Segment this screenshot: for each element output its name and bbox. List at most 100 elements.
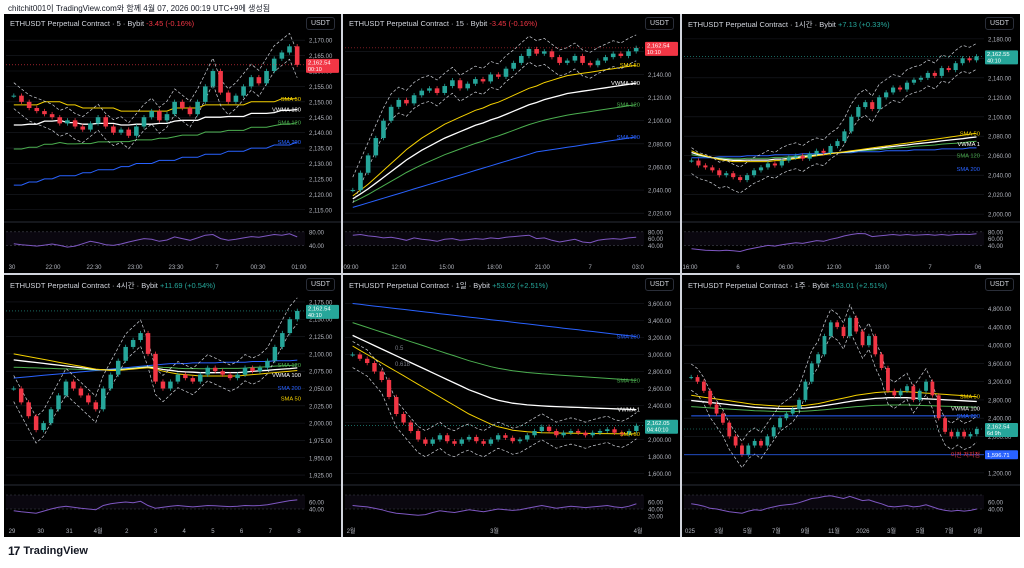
candle <box>372 363 377 372</box>
candle <box>48 409 54 424</box>
candle <box>396 99 402 107</box>
y-tick-label: 2,000.00 <box>648 438 672 444</box>
rsi-line <box>691 232 977 253</box>
candle <box>250 367 255 372</box>
price-badge <box>306 58 339 73</box>
price-badge <box>645 41 678 56</box>
candle <box>123 346 128 361</box>
candle <box>968 434 973 437</box>
candle <box>164 114 170 121</box>
candle <box>835 322 840 327</box>
candle <box>415 431 421 440</box>
candle <box>434 88 440 93</box>
chart-1d[interactable]: 3,600.00 3,400.00 3,200.00 3,000.00 2,800.00… <box>343 275 680 537</box>
candle <box>854 317 859 332</box>
panel-1d[interactable]: 3,600.00 3,400.00 3,200.00 3,000.00 2,800.00… <box>343 275 680 537</box>
candle <box>95 117 101 124</box>
candle <box>525 435 530 440</box>
candle <box>879 354 884 368</box>
tradingview-logo[interactable]: 17 TradingView <box>8 544 88 558</box>
price-badge-value: 2,162.54 <box>647 43 670 49</box>
band-line <box>13 58 298 150</box>
rsi-tick-label: 40.00 <box>648 508 664 514</box>
currency-button[interactable]: USDT <box>305 278 335 291</box>
candle <box>26 402 31 417</box>
candle <box>597 431 603 433</box>
x-tick-label: 5 <box>211 529 215 535</box>
y-tick-label: 2,000.00 <box>309 422 333 428</box>
currency-button[interactable]: USDT <box>305 17 335 30</box>
candle <box>936 395 941 419</box>
panel-1h[interactable]: 2,180.002,160.002,140.002,120.002,100.00… <box>682 14 1020 273</box>
chart-1h[interactable]: 2,180.002,160.002,140.002,120.002,100.00… <box>682 14 1020 273</box>
candle <box>386 380 392 397</box>
y-tick-label: 1,975.00 <box>309 439 333 445</box>
panel-15m[interactable]: 2,160.002,140.002,120.002,100.002,080.00… <box>343 14 680 273</box>
chart-1w[interactable]: 4,800.00 4,400.00 4,000.00 3,600.00 3,200.00… <box>682 275 1020 537</box>
y-tick-label: 2,060.00 <box>648 165 672 171</box>
x-tick-label: 22:00 <box>45 265 61 271</box>
y-tick-label: 2,060.00 <box>988 154 1012 160</box>
candle <box>408 422 414 431</box>
band-line <box>352 367 637 458</box>
panel-1w[interactable]: 4,800.00 4,400.00 4,000.00 3,600.00 3,200.00… <box>682 275 1020 537</box>
candle <box>701 381 706 391</box>
x-tick-label: 4월 <box>634 527 643 535</box>
price-badge <box>985 423 1018 438</box>
candle <box>619 432 624 435</box>
y-tick-label: 2,150.00 <box>309 100 333 106</box>
currency-button[interactable]: USDT <box>984 17 1014 30</box>
price-badge-value: 2,162.54 <box>987 425 1010 431</box>
candle <box>939 68 944 76</box>
candle <box>233 95 239 102</box>
x-tick-label: 03:0 <box>632 265 644 271</box>
x-tick-label: 21:00 <box>535 265 551 271</box>
y-tick-label: 2,020.00 <box>648 212 672 218</box>
panel-5m[interactable]: 2,170.002,165.002,160.002,155.002,150.00… <box>4 14 341 273</box>
panel-4h[interactable]: 2,175.00 2,150.00 2,125.00 2,100.00 2,075.00… <box>4 275 341 537</box>
candle <box>786 157 791 161</box>
rsi-line <box>352 233 637 244</box>
x-tick-label: 4 <box>183 529 187 535</box>
candle <box>580 55 585 63</box>
y-tick-label: 2,120.00 <box>309 193 333 199</box>
candle <box>689 160 694 162</box>
candle <box>835 141 840 146</box>
candle <box>63 381 69 396</box>
candle <box>33 416 39 431</box>
candle <box>195 101 200 115</box>
rsi-tick-label: 60.00 <box>648 501 664 507</box>
candle <box>466 436 472 440</box>
currency-button[interactable]: USDT <box>644 278 674 291</box>
candle <box>779 160 784 166</box>
band-line <box>690 303 978 443</box>
chart-4h[interactable]: 2,175.00 2,150.00 2,125.00 2,100.00 2,075.00… <box>4 275 341 537</box>
candle <box>190 378 196 382</box>
candle <box>917 390 922 400</box>
candle <box>419 90 425 96</box>
ma-label: SMA 50 <box>620 432 640 438</box>
candle <box>26 101 32 108</box>
rsi-tick-label: 40.00 <box>309 508 325 514</box>
y-tick-label: 2,025.00 <box>309 404 333 410</box>
candle <box>365 358 370 363</box>
candle <box>88 123 93 130</box>
y-tick-label: 2,155.00 <box>309 85 333 91</box>
currency-button[interactable]: USDT <box>644 17 674 30</box>
candle <box>404 99 409 104</box>
rsi-tick-label: 80.00 <box>309 230 325 236</box>
candle <box>141 117 147 127</box>
price-badge-timer: 6d 9h <box>987 431 1001 437</box>
chart-15m[interactable]: 2,160.002,140.002,120.002,100.002,080.00… <box>343 14 680 273</box>
chart-grid: 2,170.002,165.002,160.002,155.002,150.00… <box>4 14 1020 537</box>
candle <box>891 87 896 93</box>
candle <box>65 120 70 124</box>
currency-button[interactable]: USDT <box>984 278 1014 291</box>
rsi-tick-label: 80.00 <box>648 230 664 236</box>
y-tick-label: 2,040.00 <box>648 189 672 195</box>
chart-5m[interactable]: 2,170.002,165.002,160.002,155.002,150.00… <box>4 14 341 273</box>
x-tick-label: 9월 <box>974 527 983 535</box>
candle <box>821 150 826 153</box>
candle <box>930 381 935 396</box>
y-tick-label: 2,130.00 <box>309 162 333 168</box>
